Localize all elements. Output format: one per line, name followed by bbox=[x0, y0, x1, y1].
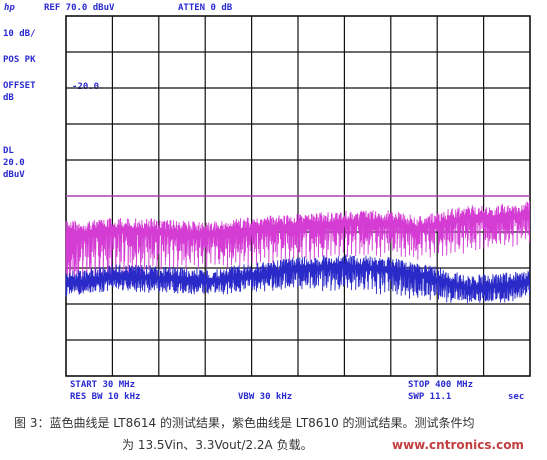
hp-logo: hp bbox=[4, 3, 15, 13]
dl-label: DL bbox=[3, 146, 14, 156]
caption-line-2: 为 13.5Vin、3.3Vout/2.2A 负载。 bbox=[122, 438, 313, 452]
sweep-unit: sec bbox=[508, 392, 524, 402]
ref-level-readout: REF 70.0 dBuV bbox=[44, 3, 115, 13]
dl-value: 20.0 bbox=[3, 158, 25, 168]
start-frequency: START 30 MHz bbox=[70, 380, 135, 390]
video-bandwidth: VBW 30 kHz bbox=[238, 392, 292, 402]
traces bbox=[65, 195, 530, 304]
offset-value: -20.0 bbox=[72, 82, 99, 92]
detector-readout: POS PK bbox=[3, 55, 36, 65]
res-bandwidth: RES BW 10 kHz bbox=[70, 392, 140, 402]
trace-lt8614 bbox=[65, 254, 530, 304]
scale-readout: 10 dB/ bbox=[3, 29, 36, 39]
offset-label: OFFSET bbox=[3, 81, 36, 91]
watermark: www.cntronics.com bbox=[392, 438, 524, 452]
sweep-time: SWP 11.1 bbox=[408, 392, 451, 402]
trace-lt8610 bbox=[65, 200, 530, 293]
attenuation-readout: ATTEN 0 dB bbox=[178, 3, 233, 13]
caption-line-1: 图 3：蓝色曲线是 LT8614 的测试结果，紫色曲线是 LT8610 的测试结… bbox=[14, 416, 475, 430]
offset-unit: dB bbox=[3, 93, 14, 103]
dl-unit: dBuV bbox=[3, 170, 25, 180]
stop-frequency: STOP 400 MHz bbox=[408, 380, 473, 390]
